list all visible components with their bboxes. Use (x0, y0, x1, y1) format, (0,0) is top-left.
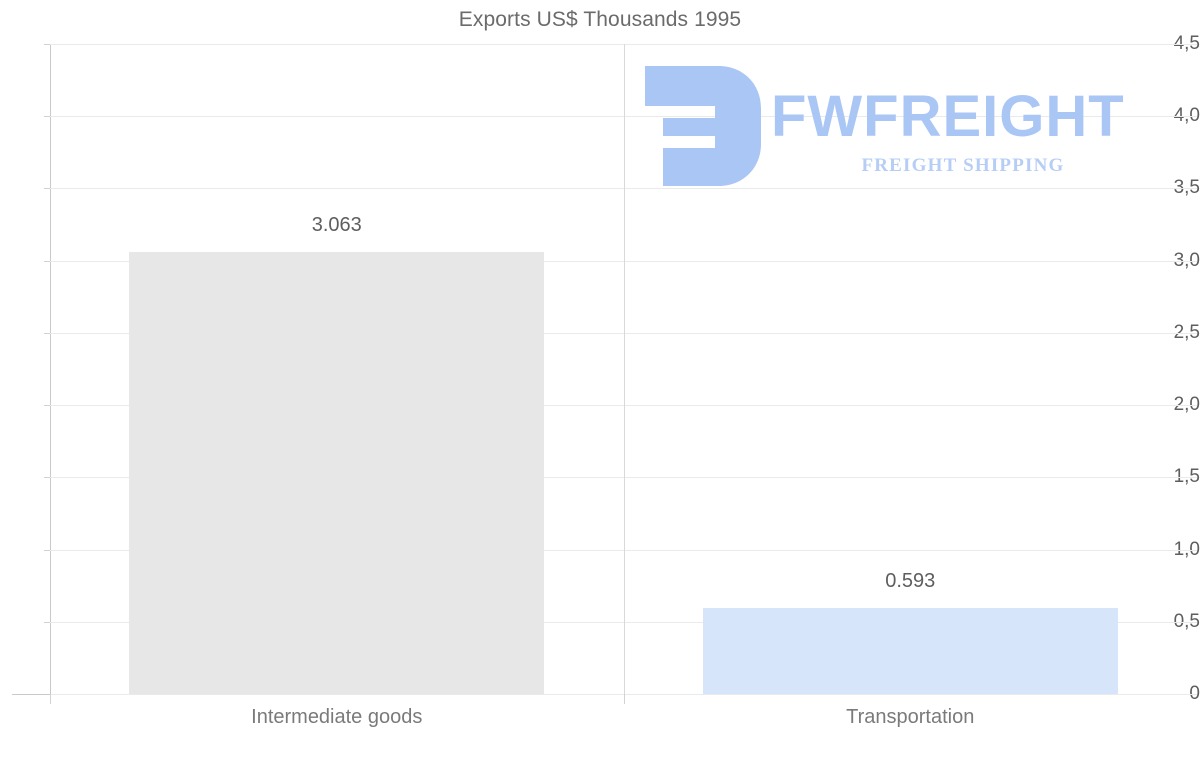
y-tick-label: 3,0 (1173, 249, 1200, 271)
y-tick-mark (44, 44, 52, 45)
x-tick-mark (50, 694, 51, 704)
x-tick-mark (623, 694, 625, 704)
y-axis-line (50, 44, 51, 699)
y-tick-mark (44, 549, 52, 551)
y-tick-label: 4,0 (1173, 105, 1200, 127)
y-tick-mark (44, 260, 52, 262)
y-tick-label: 3,5 (1173, 177, 1200, 199)
y-tick-label: 2,0 (1173, 394, 1200, 416)
bar-value-label: 0.593 (885, 570, 936, 593)
y-tick-label: 1,0 (1173, 538, 1200, 560)
bar[interactable] (702, 608, 1118, 694)
y-tick-label: 0 (1158, 683, 1200, 705)
y-tick-label: 0,5 (1173, 610, 1200, 632)
y-tick-mark (44, 405, 52, 407)
y-tick-mark (44, 477, 52, 479)
y-tick-label: 1,5 (1173, 466, 1200, 488)
category-label: Transportation (846, 706, 975, 728)
y-tick-label: 4,5 (1173, 33, 1200, 54)
category-label: Intermediate goods (251, 706, 423, 728)
category-divider (623, 44, 625, 694)
y-tick-label: 2,5 (1173, 321, 1200, 343)
y-tick-mark (44, 188, 52, 190)
y-tick-mark (44, 116, 52, 118)
bar[interactable] (129, 251, 545, 694)
y-tick-mark (44, 332, 52, 334)
chart-title: Exports US$ Thousands 1995 (458, 8, 742, 31)
y-tick-mark (44, 621, 52, 623)
bar-value-label: 3.063 (311, 213, 362, 236)
